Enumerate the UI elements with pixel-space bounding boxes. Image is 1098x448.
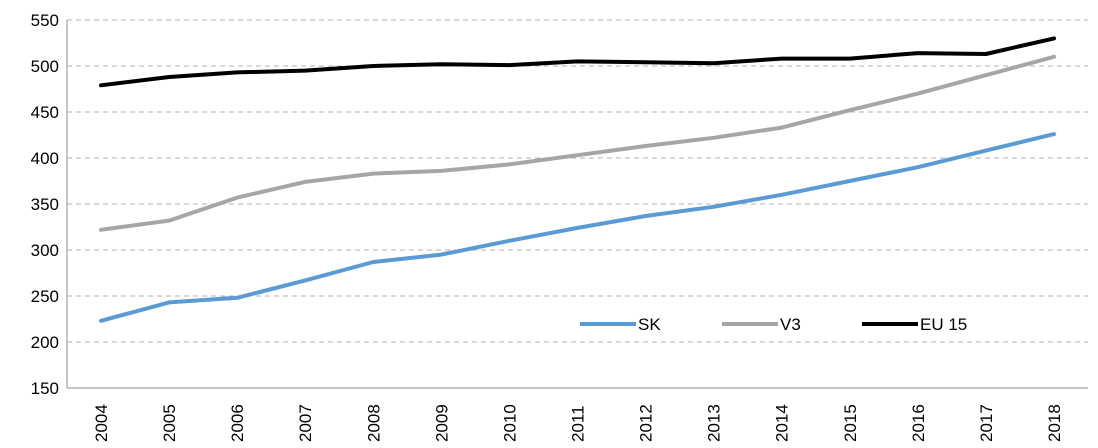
data-point xyxy=(1052,55,1056,59)
x-tick-label: 2018 xyxy=(1045,404,1064,442)
data-point xyxy=(848,179,852,183)
legend-label: SK xyxy=(638,315,661,334)
data-point xyxy=(507,162,511,166)
data-point xyxy=(916,165,920,169)
x-tick-label: 2015 xyxy=(841,404,860,442)
data-point xyxy=(780,57,784,61)
y-tick-label: 300 xyxy=(31,241,59,260)
data-point xyxy=(167,219,171,223)
y-tick-label: 200 xyxy=(31,333,59,352)
data-point xyxy=(712,136,716,140)
data-point xyxy=(576,226,579,230)
y-axis-ticks: 150 200 250 300 350 400 450 500 550 xyxy=(31,11,59,398)
x-tick-label: 2007 xyxy=(296,404,315,442)
data-point xyxy=(371,260,375,264)
y-tick-label: 450 xyxy=(31,103,59,122)
data-point xyxy=(1052,36,1056,40)
data-point xyxy=(916,51,920,55)
data-point xyxy=(99,319,103,323)
data-point xyxy=(916,92,920,96)
x-tick-label: 2013 xyxy=(705,404,724,442)
data-point xyxy=(439,62,443,66)
data-point xyxy=(984,149,988,153)
data-point xyxy=(984,52,988,56)
data-point xyxy=(99,83,103,87)
data-point xyxy=(780,193,784,197)
data-point xyxy=(984,73,988,77)
y-tick-label: 550 xyxy=(31,11,59,30)
x-tick-label: 2006 xyxy=(228,404,247,442)
data-point xyxy=(644,214,648,218)
data-point xyxy=(848,57,852,61)
data-point xyxy=(576,153,579,157)
x-tick-label: 2005 xyxy=(160,404,179,442)
data-point xyxy=(167,75,171,79)
data-point xyxy=(235,196,239,200)
x-axis-ticks: 2004 2005 2006 2007 2008 2009 2010 2011 2012 2013… xyxy=(92,404,1064,442)
x-tick-label: 2012 xyxy=(637,404,656,442)
data-point xyxy=(644,60,648,64)
data-point xyxy=(167,300,171,304)
x-tick-label: 2004 xyxy=(92,404,111,442)
data-point xyxy=(235,70,239,74)
x-tick-label: 2011 xyxy=(569,405,588,442)
legend: SK V3 EU 15 xyxy=(580,315,967,334)
data-point xyxy=(235,296,239,300)
y-tick-label: 400 xyxy=(31,149,59,168)
x-tick-label: 2008 xyxy=(364,404,383,442)
y-tick-label: 350 xyxy=(31,195,59,214)
y-tick-label: 250 xyxy=(31,287,59,306)
data-point xyxy=(848,108,852,112)
data-point xyxy=(439,169,443,173)
data-point xyxy=(780,126,784,130)
data-point xyxy=(576,59,579,63)
legend-label: EU 15 xyxy=(920,315,967,334)
data-point xyxy=(99,228,103,232)
series-lines xyxy=(99,36,1056,323)
data-point xyxy=(371,172,375,176)
data-point xyxy=(371,64,375,68)
data-point xyxy=(712,61,716,65)
data-point xyxy=(439,253,443,257)
data-point xyxy=(644,144,648,148)
x-tick-label: 2014 xyxy=(773,404,792,442)
data-point xyxy=(303,180,307,184)
series-line-v3 xyxy=(99,54,1056,232)
data-point xyxy=(507,63,511,67)
legend-label: V3 xyxy=(780,315,801,334)
gridlines xyxy=(67,19,1088,343)
x-tick-label: 2017 xyxy=(977,404,996,442)
y-tick-label: 500 xyxy=(31,57,59,76)
data-point xyxy=(303,278,307,282)
data-point xyxy=(712,205,716,209)
x-tick-label: 2016 xyxy=(909,404,928,442)
data-point xyxy=(1052,132,1056,136)
x-tick-label: 2010 xyxy=(500,404,519,442)
y-tick-label: 150 xyxy=(31,379,59,398)
data-point xyxy=(303,69,307,73)
x-tick-label: 2009 xyxy=(432,404,451,442)
data-point xyxy=(507,239,511,243)
